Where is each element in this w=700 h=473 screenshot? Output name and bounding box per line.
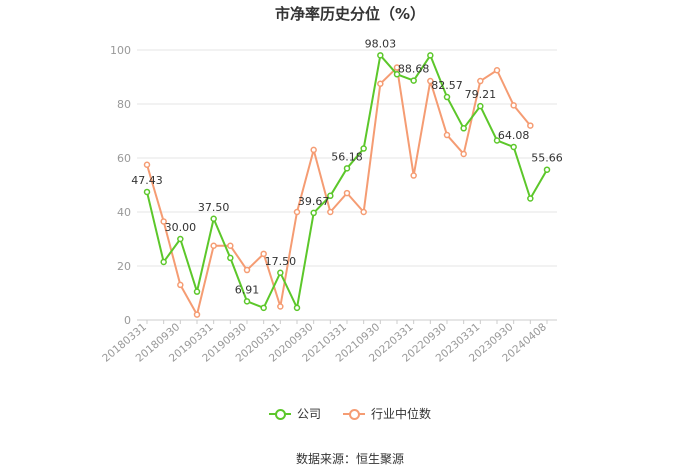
point-0-20220331 bbox=[410, 77, 417, 84]
point-0-20231231 bbox=[527, 195, 534, 202]
point-1-20230331 bbox=[477, 77, 484, 85]
point-0-20210630 bbox=[360, 145, 367, 152]
point-1-20210331 bbox=[343, 189, 351, 197]
line-chart: 0 20 40 60 80 100 201803312018093020190331201… bbox=[100, 37, 563, 365]
point-1-20220630 bbox=[427, 77, 434, 85]
series-line-1 bbox=[146, 66, 532, 316]
x-axis: 2018033120180930201903312019093020200331… bbox=[100, 320, 549, 365]
point-0-20180331 bbox=[143, 188, 151, 196]
point-0-20200331 bbox=[277, 269, 284, 276]
point-1-20220930 bbox=[443, 131, 451, 139]
point-1-20200630 bbox=[293, 208, 301, 216]
data-label-20180331: 47.43 bbox=[131, 174, 163, 187]
legend-label-company: 公司 bbox=[296, 407, 321, 421]
data-label-20230331: 79.21 bbox=[465, 88, 497, 101]
chart-title: 市净率历史分位（%） bbox=[274, 5, 426, 23]
point-0-20200630 bbox=[293, 304, 301, 312]
point-0-20221231 bbox=[460, 125, 467, 132]
point-1-20221231 bbox=[460, 150, 467, 158]
y-tick-label-100: 100 bbox=[110, 44, 131, 57]
point-1-20181231 bbox=[193, 311, 201, 318]
point-1-20191231 bbox=[260, 250, 267, 258]
y-tick-label-60: 60 bbox=[117, 152, 131, 165]
y-tick-label-0: 0 bbox=[124, 314, 131, 327]
point-0-20230331 bbox=[477, 102, 484, 110]
point-0-20211231 bbox=[393, 71, 401, 78]
point-1-20211231 bbox=[393, 64, 401, 71]
point-0-20201231 bbox=[327, 192, 334, 200]
point-1-20180331 bbox=[143, 161, 151, 168]
data-label-20200930: 39.67 bbox=[298, 195, 330, 208]
data-label-20180930: 30.00 bbox=[165, 221, 197, 234]
data-labels: 47.4330.0037.506.9117.5039.6756.1898.038… bbox=[131, 37, 563, 296]
point-1-20220331 bbox=[410, 172, 417, 179]
data-label-20220930: 82.57 bbox=[431, 79, 463, 92]
point-1-20190331 bbox=[210, 242, 217, 249]
point-0-20190930 bbox=[243, 298, 251, 305]
point-1-20190930 bbox=[243, 266, 251, 274]
point-1-20230930 bbox=[510, 102, 517, 109]
point-1-20200331 bbox=[277, 303, 284, 310]
point-0-20200930 bbox=[310, 209, 317, 217]
legend-swatch-industry-median bbox=[343, 408, 365, 420]
point-1-20200930 bbox=[310, 146, 317, 154]
data-label-20240408: 55.66 bbox=[531, 152, 563, 165]
point-0-20180630 bbox=[160, 258, 167, 266]
legend-label-industry-median: 行业中位数 bbox=[371, 407, 432, 421]
y-tick-label-40: 40 bbox=[117, 206, 131, 219]
point-1-20180930 bbox=[177, 281, 184, 289]
point-0-20220930 bbox=[443, 93, 451, 101]
data-label-20220331: 88.68 bbox=[398, 63, 430, 76]
data-label-20230930: 64.08 bbox=[498, 129, 530, 142]
data-label-20210930: 98.03 bbox=[365, 37, 397, 50]
legend: 公司 行业中位数 bbox=[0, 405, 700, 422]
point-0-20230630 bbox=[493, 137, 501, 144]
point-0-20181231 bbox=[193, 288, 201, 295]
point-0-20230930 bbox=[510, 143, 517, 151]
point-0-20210331 bbox=[343, 165, 351, 172]
point-1-20231231 bbox=[527, 122, 534, 129]
data-source: 数据来源：恒生聚源 bbox=[295, 452, 404, 466]
point-1-20201231 bbox=[327, 208, 334, 216]
y-tick-label-80: 80 bbox=[117, 98, 131, 111]
point-0-20210930 bbox=[377, 52, 384, 59]
point-0-20220630 bbox=[427, 52, 434, 59]
point-0-20191231 bbox=[260, 304, 267, 312]
legend-item-industry-median[interactable]: 行业中位数 bbox=[343, 405, 431, 422]
legend-swatch-company bbox=[268, 408, 291, 420]
series-layer bbox=[143, 52, 551, 318]
point-0-20190630 bbox=[227, 254, 234, 262]
legend-item-company[interactable]: 公司 bbox=[268, 405, 321, 422]
data-label-20190930: 6.91 bbox=[235, 283, 260, 296]
point-1-20230630 bbox=[493, 67, 501, 74]
y-tick-label-20: 20 bbox=[117, 260, 131, 273]
point-1-20180630 bbox=[160, 218, 167, 225]
point-0-20240408 bbox=[543, 166, 551, 173]
data-label-20210331: 56.18 bbox=[331, 150, 363, 163]
point-1-20190630 bbox=[227, 242, 234, 249]
point-0-20180930 bbox=[177, 235, 184, 243]
point-1-20210630 bbox=[360, 208, 367, 216]
data-label-20190331: 37.50 bbox=[198, 201, 230, 214]
y-axis: 0 20 40 60 80 100 bbox=[110, 44, 131, 327]
data-label-20200331: 17.50 bbox=[265, 255, 297, 268]
point-0-20190331 bbox=[210, 215, 217, 222]
point-1-20210930 bbox=[377, 80, 384, 87]
